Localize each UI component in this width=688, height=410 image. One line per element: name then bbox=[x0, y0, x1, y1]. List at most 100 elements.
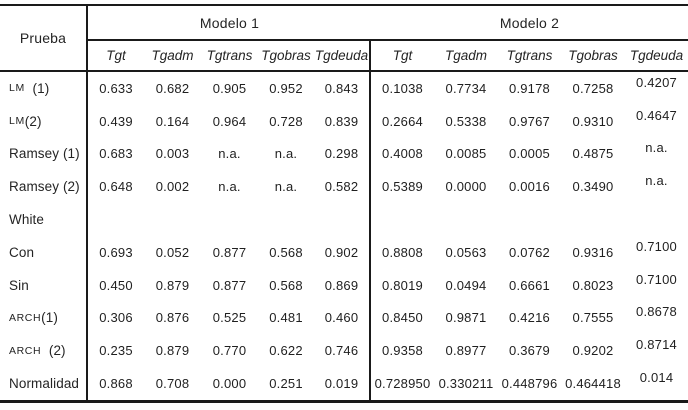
data-cell-m2: 0.8678 bbox=[636, 304, 677, 320]
data-cell-m1: 0.693 bbox=[99, 244, 133, 260]
row-label: Ramsey (1) bbox=[0, 137, 88, 171]
data-cell-m2: 0.4647 bbox=[636, 107, 677, 123]
data-cell-m1: 0.682 bbox=[155, 80, 190, 96]
data-cell-m2: 0.8808 bbox=[382, 244, 423, 260]
data-cell-m2: 0.0762 bbox=[509, 244, 550, 260]
row-label-smallcaps: ARCH bbox=[9, 344, 42, 357]
data-cell-m1: 0.879 bbox=[155, 343, 190, 359]
data-cell-m1: 0.002 bbox=[155, 179, 190, 195]
data-cell-m1 bbox=[314, 203, 371, 236]
data-cell-m2: n.a. bbox=[645, 173, 668, 189]
data-cell-m2: 0.2664 bbox=[382, 113, 423, 129]
data-cell-m1: 0.746 bbox=[314, 334, 371, 368]
subcolumn-header-m2-tgobras: Tgobras bbox=[561, 41, 625, 72]
group-header-modelo-1: Modelo 1 bbox=[88, 6, 371, 41]
data-cell-m2: 0.464418 bbox=[565, 376, 621, 392]
data-cell-m1: n.a. bbox=[218, 179, 241, 195]
row-label: Con bbox=[0, 235, 88, 269]
data-cell-m1: 0.000 bbox=[212, 376, 247, 392]
data-cell-m2: 0.8450 bbox=[382, 310, 423, 326]
data-cell-m1: 0.052 bbox=[155, 244, 190, 260]
data-cell-m2: 0.8023 bbox=[572, 277, 614, 293]
row-label: ARCH (1) bbox=[0, 301, 88, 335]
data-cell-m1 bbox=[88, 203, 144, 236]
data-cell-m2: 0.0000 bbox=[445, 179, 487, 195]
data-cell-m1: 0.683 bbox=[99, 146, 133, 162]
row-label: White bbox=[0, 203, 88, 236]
row-label: LM (2) bbox=[0, 104, 88, 138]
subcolumn-header-m1-tgobras: Tgobras bbox=[258, 41, 314, 72]
data-cell-m1: 0.902 bbox=[314, 235, 371, 269]
group-header-modelo-2: Modelo 2 bbox=[371, 6, 688, 41]
data-cell-m2: 0.4008 bbox=[382, 146, 423, 162]
data-cell-m2: 0.6661 bbox=[509, 277, 550, 293]
data-cell-m2: 0.448796 bbox=[501, 376, 558, 392]
row-label-smallcaps: LM bbox=[9, 82, 25, 95]
data-cell-m2: 0.0563 bbox=[445, 244, 487, 260]
row-label: Sin bbox=[0, 268, 88, 302]
data-cell-m1: n.a. bbox=[274, 179, 298, 195]
data-cell-m1: 0.019 bbox=[314, 367, 371, 400]
data-cell-m1: 0.164 bbox=[155, 113, 190, 129]
data-cell-m2: 0.9871 bbox=[445, 310, 487, 326]
data-cell-m1: 0.905 bbox=[212, 80, 247, 96]
data-cell-m2: 0.9310 bbox=[572, 113, 614, 129]
data-cell-m2: 0.4216 bbox=[509, 310, 550, 326]
data-cell-m1: 0.728 bbox=[269, 113, 303, 129]
data-cell-m2: 0.3490 bbox=[572, 179, 614, 195]
data-cell-m1: 0.868 bbox=[99, 376, 133, 392]
data-cell-m1: 0.525 bbox=[212, 310, 247, 326]
subcolumn-header-m1-tgt: Tgt bbox=[88, 41, 144, 72]
data-cell-m2: 0.9358 bbox=[382, 343, 423, 359]
row-label-text: (2) bbox=[24, 113, 42, 129]
column-header-prueba: Prueba bbox=[0, 6, 88, 72]
data-cell-m1: 0.877 bbox=[212, 244, 247, 260]
data-cell-m1: 0.439 bbox=[99, 113, 133, 129]
row-label: LM (1) bbox=[0, 72, 88, 105]
data-cell-m1: 0.633 bbox=[99, 80, 133, 96]
row-label-text: Ramsey (2) bbox=[9, 179, 80, 195]
data-cell-m2: 0.8714 bbox=[636, 337, 677, 353]
data-cell-m1: 0.708 bbox=[155, 376, 190, 392]
row-label-text: White bbox=[9, 212, 45, 228]
data-cell-m1: 0.770 bbox=[212, 343, 247, 359]
data-cell-m1: 0.964 bbox=[212, 113, 247, 129]
row-label-text: Con bbox=[9, 244, 35, 260]
data-cell-m1: 0.582 bbox=[314, 170, 371, 204]
data-cell-m2: 0.7100 bbox=[636, 238, 677, 254]
subcolumn-header-m1-tgtrans: Tgtrans bbox=[201, 41, 258, 72]
row-label-text: (2) bbox=[41, 343, 66, 359]
data-cell-m1: 0.306 bbox=[99, 310, 133, 326]
data-cell-m1 bbox=[258, 203, 314, 236]
data-cell-m1: 0.876 bbox=[155, 310, 190, 326]
data-cell-m1 bbox=[201, 203, 258, 236]
data-cell-m2: 0.7734 bbox=[445, 80, 487, 96]
data-cell-m1: 0.481 bbox=[269, 310, 303, 326]
data-cell-m1: 0.251 bbox=[269, 376, 303, 392]
data-cell-m1: 0.460 bbox=[314, 301, 371, 335]
data-cell-m2: 0.1038 bbox=[382, 80, 423, 96]
row-label-text: Ramsey (1) bbox=[9, 146, 80, 162]
data-cell-m1: 0.568 bbox=[269, 244, 303, 260]
data-cell-m2: 0.4207 bbox=[636, 74, 677, 90]
data-cell-m2: 0.7100 bbox=[636, 271, 677, 287]
data-cell-m2: 0.0085 bbox=[445, 146, 487, 162]
data-cell-m1: 0.843 bbox=[314, 72, 371, 105]
data-cell-m2: 0.8977 bbox=[445, 343, 487, 359]
data-cell-m1: 0.869 bbox=[314, 268, 371, 302]
row-label-text: Normalidad bbox=[9, 376, 80, 392]
row-label-smallcaps: LM bbox=[9, 115, 25, 128]
row-label: Ramsey (2) bbox=[0, 170, 88, 204]
data-cell-m2: 0.3679 bbox=[509, 343, 550, 359]
results-table: Prueba Modelo 1 Modelo 2 Tgt Tgadm Tgtrans… bbox=[0, 4, 688, 403]
data-cell-m2: 0.9767 bbox=[509, 113, 550, 129]
data-cell-m2: 0.0016 bbox=[509, 179, 550, 195]
data-cell-m2: 0.4875 bbox=[572, 146, 614, 162]
data-cell-m1: 0.235 bbox=[99, 343, 133, 359]
data-cell-m2 bbox=[498, 203, 561, 236]
row-label-smallcaps: ARCH bbox=[9, 311, 42, 324]
data-cell-m1: n.a. bbox=[274, 146, 298, 162]
data-cell-m2: 0.7258 bbox=[572, 80, 614, 96]
data-cell-m1: 0.879 bbox=[155, 277, 190, 293]
data-cell-m2 bbox=[434, 203, 498, 236]
